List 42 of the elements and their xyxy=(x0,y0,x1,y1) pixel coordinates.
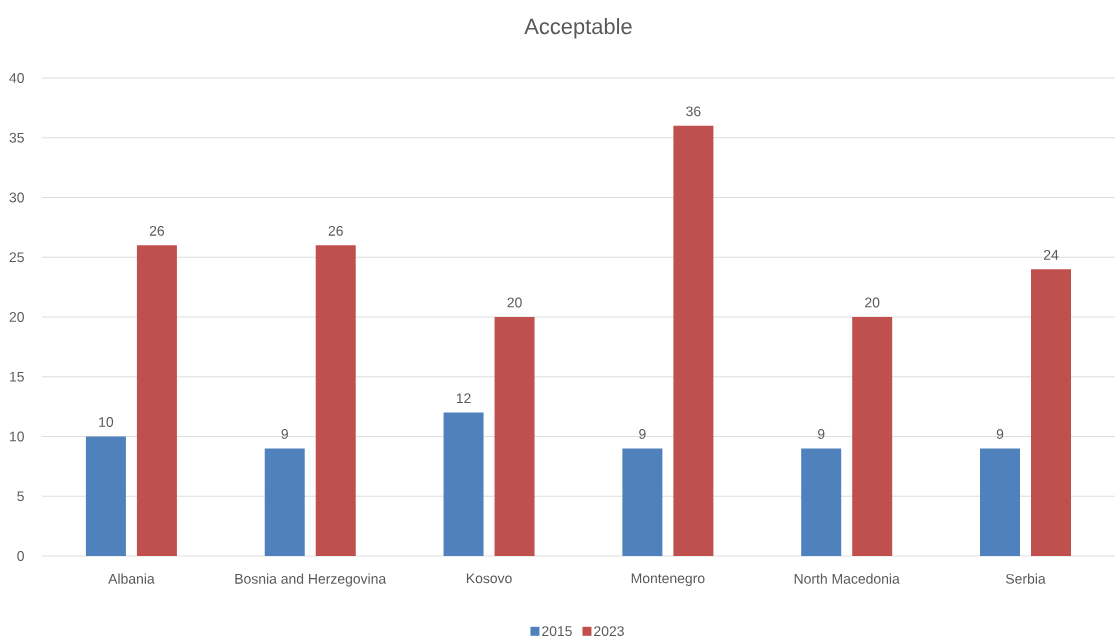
bar xyxy=(801,448,842,556)
y-tick-label: 25 xyxy=(9,252,24,263)
bar xyxy=(980,448,1021,556)
data-label: 26 xyxy=(149,225,165,236)
data-label: 36 xyxy=(686,106,701,117)
bar xyxy=(85,436,126,556)
data-label: 10 xyxy=(99,417,114,427)
bar xyxy=(443,412,484,556)
y-tick-label: 35 xyxy=(9,132,24,143)
bar xyxy=(852,317,893,556)
y-tick-label: 5 xyxy=(17,491,24,502)
data-label: 20 xyxy=(865,297,880,308)
data-label: 20 xyxy=(507,297,522,308)
bar xyxy=(315,245,356,556)
data-label: 9 xyxy=(817,429,825,439)
bar xyxy=(1031,269,1072,556)
y-tick-label: 10 xyxy=(10,431,24,442)
bar xyxy=(494,317,535,556)
data-label: 12 xyxy=(456,393,471,404)
y-tick-label: 15 xyxy=(10,371,24,382)
data-label: 24 xyxy=(1043,249,1059,260)
y-tick-label: 40 xyxy=(9,73,24,83)
x-tick-label: Bosnia and Herzegovina xyxy=(235,573,387,587)
bar xyxy=(673,125,714,556)
x-tick-label: Montenegro xyxy=(631,573,705,587)
y-tick-label: 30 xyxy=(9,192,24,203)
legend-label: 2015 xyxy=(542,626,572,637)
bar xyxy=(622,448,663,556)
data-label: 9 xyxy=(281,429,288,439)
data-label: 9 xyxy=(996,429,1004,439)
x-tick-label: Serbia xyxy=(1006,573,1046,584)
data-label: 9 xyxy=(639,429,646,439)
data-label: 26 xyxy=(328,225,343,236)
bar xyxy=(136,245,177,556)
x-tick-label: Albania xyxy=(108,573,155,584)
y-tick-label: 0 xyxy=(17,551,24,561)
x-tick-label: Kosovo xyxy=(466,573,512,584)
x-tick-label: North Macedonia xyxy=(794,573,900,584)
legend-label: 2023 xyxy=(594,626,624,637)
chart-title: Acceptable xyxy=(524,18,632,39)
y-tick-label: 20 xyxy=(9,312,24,322)
bar xyxy=(264,448,305,556)
